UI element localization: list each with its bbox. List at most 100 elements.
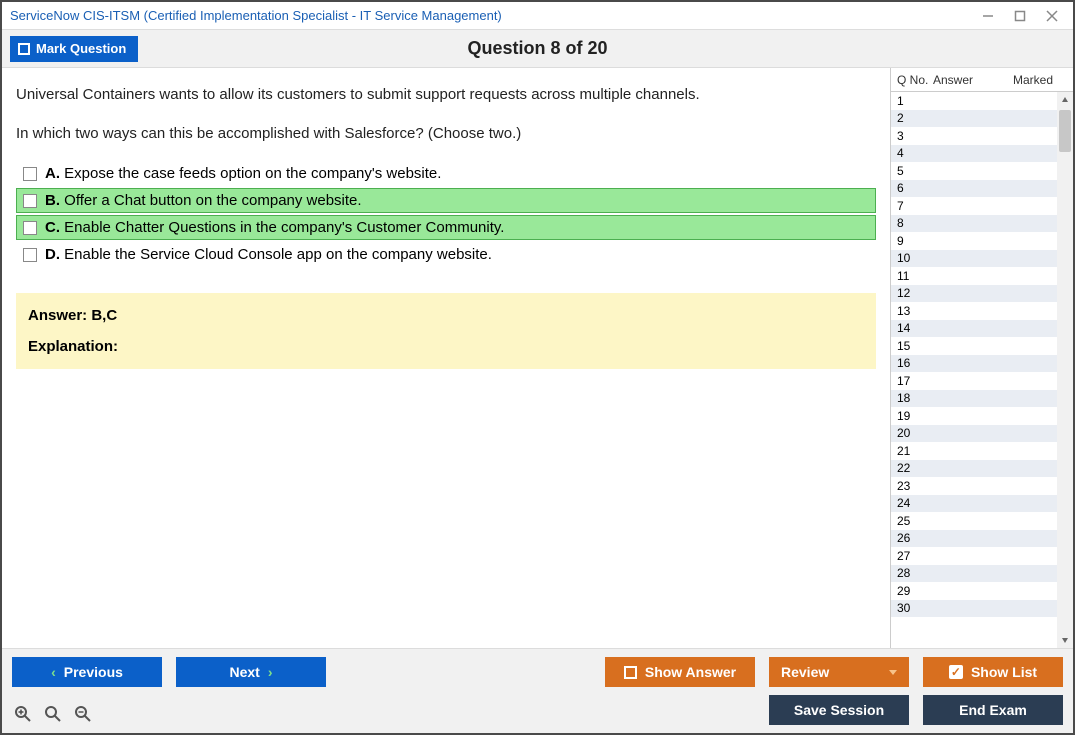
- question-list-row[interactable]: 12: [891, 285, 1057, 303]
- qno-cell: 10: [891, 251, 933, 265]
- qno-cell: 6: [891, 181, 933, 195]
- close-icon[interactable]: [1045, 9, 1059, 23]
- question-list-row[interactable]: 16: [891, 355, 1057, 373]
- qno-cell: 18: [891, 391, 933, 405]
- previous-label: Previous: [64, 664, 123, 680]
- question-list-row[interactable]: 19: [891, 407, 1057, 425]
- chevron-left-icon: ‹: [51, 664, 56, 680]
- previous-button[interactable]: ‹ Previous: [12, 657, 162, 687]
- checkbox-icon[interactable]: [23, 248, 37, 262]
- footer: ‹ Previous Next › Show Answer Review ✓ S…: [2, 648, 1073, 733]
- qno-cell: 4: [891, 146, 933, 160]
- question-list-row[interactable]: 15: [891, 337, 1057, 355]
- qno-cell: 3: [891, 129, 933, 143]
- end-exam-button[interactable]: End Exam: [923, 695, 1063, 725]
- question-text-line1: Universal Containers wants to allow its …: [16, 84, 876, 107]
- question-list-row[interactable]: 1: [891, 92, 1057, 110]
- scrollbar[interactable]: [1057, 92, 1073, 648]
- question-list-row[interactable]: 20: [891, 425, 1057, 443]
- zoom-out-icon[interactable]: [72, 703, 94, 725]
- option-label: C. Enable Chatter Questions in the compa…: [45, 219, 504, 236]
- question-list-row[interactable]: 6: [891, 180, 1057, 198]
- scroll-up-icon[interactable]: [1057, 92, 1073, 108]
- question-list-row[interactable]: 4: [891, 145, 1057, 163]
- question-list-row[interactable]: 7: [891, 197, 1057, 215]
- titlebar: ServiceNow CIS-ITSM (Certified Implement…: [2, 2, 1073, 30]
- zoom-in-icon[interactable]: [42, 703, 64, 725]
- save-session-label: Save Session: [794, 702, 884, 718]
- end-exam-label: End Exam: [959, 702, 1027, 718]
- question-list-row[interactable]: 5: [891, 162, 1057, 180]
- checkbox-icon[interactable]: [23, 167, 37, 181]
- zoom-reset-icon[interactable]: [12, 703, 34, 725]
- qno-cell: 19: [891, 409, 933, 423]
- question-list-row[interactable]: 26: [891, 530, 1057, 548]
- explanation-label: Explanation:: [28, 338, 864, 355]
- option-d[interactable]: D. Enable the Service Cloud Console app …: [16, 242, 876, 267]
- option-a[interactable]: A. Expose the case feeds option on the c…: [16, 161, 876, 186]
- question-list-header: Q No. Answer Marked: [891, 68, 1073, 92]
- question-list-row[interactable]: 10: [891, 250, 1057, 268]
- question-list-row[interactable]: 8: [891, 215, 1057, 233]
- question-list-row[interactable]: 3: [891, 127, 1057, 145]
- question-list-row[interactable]: 27: [891, 547, 1057, 565]
- show-list-button[interactable]: ✓ Show List: [923, 657, 1063, 687]
- maximize-icon[interactable]: [1013, 9, 1027, 23]
- qno-cell: 16: [891, 356, 933, 370]
- option-label: A. Expose the case feeds option on the c…: [45, 165, 441, 182]
- checkbox-icon[interactable]: [23, 221, 37, 235]
- checkbox-icon[interactable]: [23, 194, 37, 208]
- footer-row-2: Save Session End Exam: [12, 695, 1063, 725]
- qno-cell: 24: [891, 496, 933, 510]
- question-list-row[interactable]: 23: [891, 477, 1057, 495]
- minimize-icon[interactable]: [981, 9, 995, 23]
- options-list: A. Expose the case feeds option on the c…: [16, 161, 876, 267]
- answer-text: Answer: B,C: [28, 307, 864, 324]
- answer-box: Answer: B,C Explanation:: [16, 293, 876, 369]
- window-controls: [981, 9, 1065, 23]
- question-list-row[interactable]: 24: [891, 495, 1057, 513]
- question-list-row[interactable]: 17: [891, 372, 1057, 390]
- col-qno: Q No.: [891, 73, 933, 87]
- review-label: Review: [781, 664, 829, 680]
- qno-cell: 28: [891, 566, 933, 580]
- qno-cell: 13: [891, 304, 933, 318]
- question-list-row[interactable]: 21: [891, 442, 1057, 460]
- question-list-row[interactable]: 9: [891, 232, 1057, 250]
- question-list-row[interactable]: 13: [891, 302, 1057, 320]
- qno-cell: 11: [891, 269, 933, 283]
- qno-cell: 9: [891, 234, 933, 248]
- question-list-row[interactable]: 29: [891, 582, 1057, 600]
- next-button[interactable]: Next ›: [176, 657, 326, 687]
- scroll-thumb[interactable]: [1059, 110, 1071, 152]
- question-list-row[interactable]: 25: [891, 512, 1057, 530]
- qno-cell: 15: [891, 339, 933, 353]
- question-list-row[interactable]: 11: [891, 267, 1057, 285]
- show-answer-button[interactable]: Show Answer: [605, 657, 755, 687]
- question-list-row[interactable]: 22: [891, 460, 1057, 478]
- question-list-row[interactable]: 28: [891, 565, 1057, 583]
- mark-question-button[interactable]: Mark Question: [10, 36, 138, 62]
- qno-cell: 8: [891, 216, 933, 230]
- question-list-row[interactable]: 2: [891, 110, 1057, 128]
- option-label: B. Offer a Chat button on the company we…: [45, 192, 362, 209]
- qno-cell: 12: [891, 286, 933, 300]
- qno-cell: 20: [891, 426, 933, 440]
- question-list-row[interactable]: 14: [891, 320, 1057, 338]
- option-label: D. Enable the Service Cloud Console app …: [45, 246, 492, 263]
- mark-question-label: Mark Question: [36, 41, 126, 56]
- question-list-row[interactable]: 30: [891, 600, 1057, 618]
- question-list-row[interactable]: 18: [891, 390, 1057, 408]
- window-title: ServiceNow CIS-ITSM (Certified Implement…: [10, 8, 981, 23]
- body-area: Universal Containers wants to allow its …: [2, 68, 1073, 648]
- option-b[interactable]: B. Offer a Chat button on the company we…: [16, 188, 876, 213]
- qno-cell: 25: [891, 514, 933, 528]
- option-c[interactable]: C. Enable Chatter Questions in the compa…: [16, 215, 876, 240]
- review-button[interactable]: Review: [769, 657, 909, 687]
- question-text-line2: In which two ways can this be accomplish…: [16, 123, 876, 146]
- qno-cell: 29: [891, 584, 933, 598]
- qno-cell: 7: [891, 199, 933, 213]
- save-session-button[interactable]: Save Session: [769, 695, 909, 725]
- footer-row-1: ‹ Previous Next › Show Answer Review ✓ S…: [12, 657, 1063, 687]
- scroll-down-icon[interactable]: [1057, 632, 1073, 648]
